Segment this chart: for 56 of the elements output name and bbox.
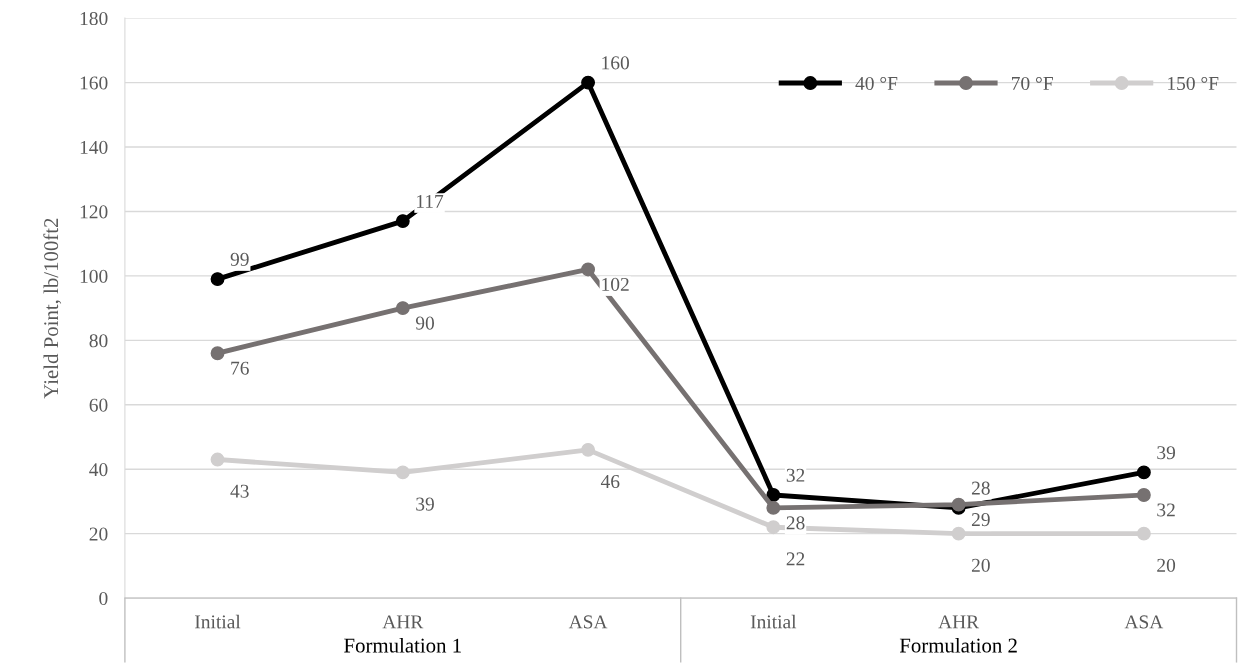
y-tick-label: 0 xyxy=(99,591,108,606)
data-label: 20 xyxy=(1157,558,1176,572)
y-tick-label: 20 xyxy=(89,527,108,541)
data-label: 39 xyxy=(1157,446,1176,460)
x-tick-label: ASA xyxy=(568,615,608,629)
y-tick-label: 60 xyxy=(89,398,108,412)
point xyxy=(395,301,410,316)
point xyxy=(1136,526,1151,541)
y-tick-label: 160 xyxy=(80,76,108,90)
point xyxy=(766,520,781,535)
x-tick-label: ASA xyxy=(1124,615,1164,629)
data-label: 28 xyxy=(971,481,990,495)
point xyxy=(581,262,596,277)
data-label: 102 xyxy=(602,277,629,291)
x-tick-label: AHR xyxy=(382,615,424,629)
point xyxy=(210,452,225,467)
data-label: 39 xyxy=(416,497,434,511)
data-label: 28 xyxy=(786,516,805,530)
data-label: 43 xyxy=(230,484,249,498)
point xyxy=(395,214,410,229)
y-tick-label: 140 xyxy=(80,140,108,154)
data-label: 32 xyxy=(786,468,805,482)
point xyxy=(581,442,596,457)
legend-label: 40 °F xyxy=(855,76,898,91)
y-tick-label: 80 xyxy=(89,334,108,348)
text: Formulation 1 xyxy=(344,637,461,653)
data-label: 22 xyxy=(786,552,805,566)
data-label: 29 xyxy=(971,513,990,527)
point xyxy=(1136,465,1151,480)
x-tick-label: Initial xyxy=(195,614,241,629)
point xyxy=(581,75,596,90)
point xyxy=(210,346,225,361)
data-label: 90 xyxy=(415,316,435,330)
data-label: 160 xyxy=(602,56,629,70)
data-label: 99 xyxy=(230,252,249,266)
point xyxy=(210,272,225,287)
legend-label: 150 °F xyxy=(1168,76,1219,91)
point xyxy=(766,488,781,502)
y-tick-label: 100 xyxy=(80,269,108,283)
point xyxy=(951,526,966,541)
y-tick-label: 180 xyxy=(80,11,108,26)
data-label: 46 xyxy=(600,475,620,489)
point xyxy=(766,500,781,515)
y-tick-label: 40 xyxy=(89,463,108,477)
legend-label: 70 °F xyxy=(1012,76,1053,91)
data-label: 32 xyxy=(1157,503,1175,517)
y-tick-label: 120 xyxy=(80,205,108,219)
point xyxy=(1136,488,1151,502)
data-label: 117 xyxy=(417,194,444,208)
text: Formulation 2 xyxy=(899,637,1017,653)
data-label: 20 xyxy=(971,558,990,572)
point xyxy=(395,465,410,480)
x-tick-label: Initial xyxy=(750,614,797,629)
x-tick-label: AHR xyxy=(938,615,980,629)
y-axis-title: Yield Point, lb/100ft2 xyxy=(43,218,62,399)
data-label: 76 xyxy=(231,361,249,375)
